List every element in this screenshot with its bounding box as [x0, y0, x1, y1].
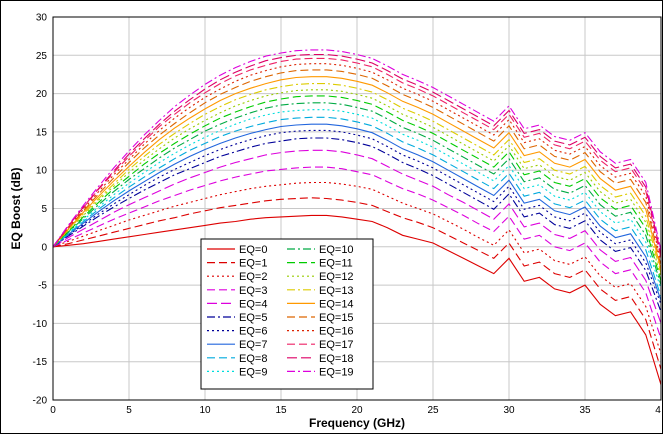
legend-label: EQ=5 [239, 312, 267, 324]
series-line-eq-12 [52, 89, 662, 278]
legend-label: EQ=16 [319, 326, 354, 338]
legend-label: EQ=19 [319, 366, 354, 378]
legend-label: EQ=8 [239, 353, 267, 365]
y-tick-label: 10 [36, 166, 48, 177]
plot-area-border [52, 16, 662, 401]
legend-label: EQ=6 [239, 326, 267, 338]
x-tick-label: 0 [50, 405, 56, 416]
y-tick-label: 20 [36, 89, 48, 100]
y-tick-label: 15 [36, 127, 48, 138]
legend-label: EQ=13 [319, 285, 354, 297]
series-line-eq-16 [52, 63, 662, 263]
y-tick-label: 5 [41, 204, 47, 215]
legend-label: EQ=18 [319, 353, 354, 365]
series-line-eq-17 [52, 57, 662, 259]
legend-label: EQ=0 [239, 244, 267, 256]
legend: EQ=0 EQ=1EQ=2 EQ=3EQ=4 EQ=5 EQ=6EQ=7 EQ=8EQ=9… [200, 238, 374, 390]
series-line-eq-8 [52, 116, 662, 297]
legend-label: EQ=15 [319, 312, 354, 324]
x-tick-label: 30 [503, 405, 515, 416]
y-tick-label: 25 [36, 51, 48, 62]
legend-label: EQ=9 [239, 366, 267, 378]
series-line-eq-10 [52, 102, 662, 286]
legend-label: EQ=7 [239, 339, 267, 351]
legend-label: EQ=14 [319, 298, 354, 310]
series-line-eq-11 [52, 95, 662, 282]
x-tick-label: 25 [427, 405, 439, 416]
series-line-eq-6 [52, 129, 662, 305]
series-line-eq-3 [52, 166, 662, 339]
series-line-eq-19 [52, 49, 662, 251]
series-line-eq-7 [52, 123, 662, 301]
y-tick-labels: -20 -15 -10 -5 0 5 10 15 20 25 30 [33, 13, 48, 407]
legend-label: EQ=11 [319, 258, 353, 270]
y-tick-label: -20 [33, 396, 48, 407]
x-tick-label: 15 [275, 405, 287, 416]
x-tick-label: 5 [126, 405, 132, 416]
legend-label: EQ=17 [319, 339, 354, 351]
legend-box [200, 238, 374, 390]
y-tick-label: -5 [38, 281, 47, 292]
legend-label: EQ=3 [239, 285, 267, 297]
series-line-eq-5 [52, 137, 662, 313]
x-tick-labels: 0 5 10 15 20 25 30 35 4 [50, 405, 661, 416]
series-line-eq-14 [52, 76, 662, 270]
series-line-eq-1 [52, 197, 662, 370]
series-line-eq-9 [52, 109, 662, 290]
series-line-eq-15 [52, 69, 662, 267]
legend-label: EQ=2 [239, 271, 267, 283]
series-lines [52, 49, 662, 385]
legend-label: EQ=4 [239, 298, 267, 310]
series-line-eq-4 [52, 149, 662, 324]
y-tick-label: 30 [36, 13, 48, 24]
y-tick-label: -15 [33, 357, 48, 368]
series-line-eq-0 [52, 214, 662, 385]
y-tick-label: 0 [41, 242, 47, 253]
x-tick-label: 20 [351, 405, 363, 416]
y-axis-title: EQ Boost (dB) [9, 168, 23, 250]
x-tick-label: 10 [199, 405, 211, 416]
x-tick-label: 35 [579, 405, 591, 416]
legend-label: EQ=10 [319, 244, 354, 256]
series-line-eq-2 [52, 181, 662, 355]
series-line-eq-18 [52, 53, 662, 255]
x-axis-title: Frequency (GHz) [309, 416, 405, 430]
y-tick-label: -10 [33, 319, 48, 330]
legend-label: EQ=12 [319, 271, 354, 283]
x-tick-label: 4 [655, 405, 661, 416]
legend-label: EQ=1 [239, 258, 267, 270]
